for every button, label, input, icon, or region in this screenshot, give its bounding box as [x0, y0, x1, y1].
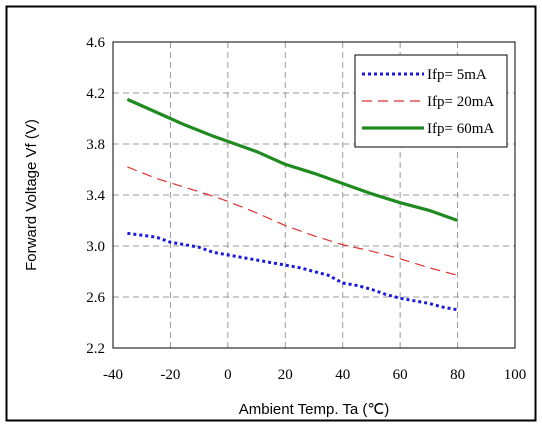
x-tick-label: -20 — [160, 367, 180, 383]
legend-box — [354, 54, 508, 148]
x-tick-label: 60 — [393, 367, 408, 383]
series-line-2 — [127, 166, 458, 276]
x-tick-labels: -40 -20 0 20 40 60 80 100 — [103, 367, 526, 383]
legend-label-3: Ifp= 60mA — [427, 121, 494, 137]
y-tick-label: 3.4 — [86, 188, 105, 204]
y-tick-labels: 2.2 2.6 3.0 3.4 3.8 4.2 4.6 — [86, 35, 105, 357]
x-tick-label: 20 — [278, 367, 293, 383]
plot-area-frame — [112, 41, 516, 349]
x-tick-label: -40 — [103, 367, 123, 383]
y-tick-label: 2.2 — [86, 341, 105, 357]
y-tick-label: 4.2 — [86, 86, 105, 102]
legend-label-1: Ifp= 5mA — [427, 67, 487, 83]
series-layer — [126, 97, 459, 312]
y-tick-label: 4.6 — [86, 35, 105, 51]
y-tick-label: 3.0 — [86, 239, 105, 255]
legend: Ifp= 5mA Ifp= 20mA Ifp= 60mA — [354, 54, 508, 148]
y-tick-label: 3.8 — [86, 137, 105, 153]
y-axis-label: Forward Voltage Vf (V) — [23, 119, 40, 271]
x-axis-label: Ambient Temp. Ta (℃) — [239, 401, 390, 418]
legend-label-2: Ifp= 20mA — [427, 94, 494, 110]
series-line-3 — [126, 97, 459, 223]
x-tick-label: 100 — [504, 367, 527, 383]
y-tick-label: 2.6 — [86, 290, 105, 306]
x-tick-label: 80 — [450, 367, 465, 383]
x-tick-label: 0 — [224, 367, 232, 383]
series-line-1 — [127, 231, 458, 312]
x-tick-label: 40 — [335, 367, 350, 383]
